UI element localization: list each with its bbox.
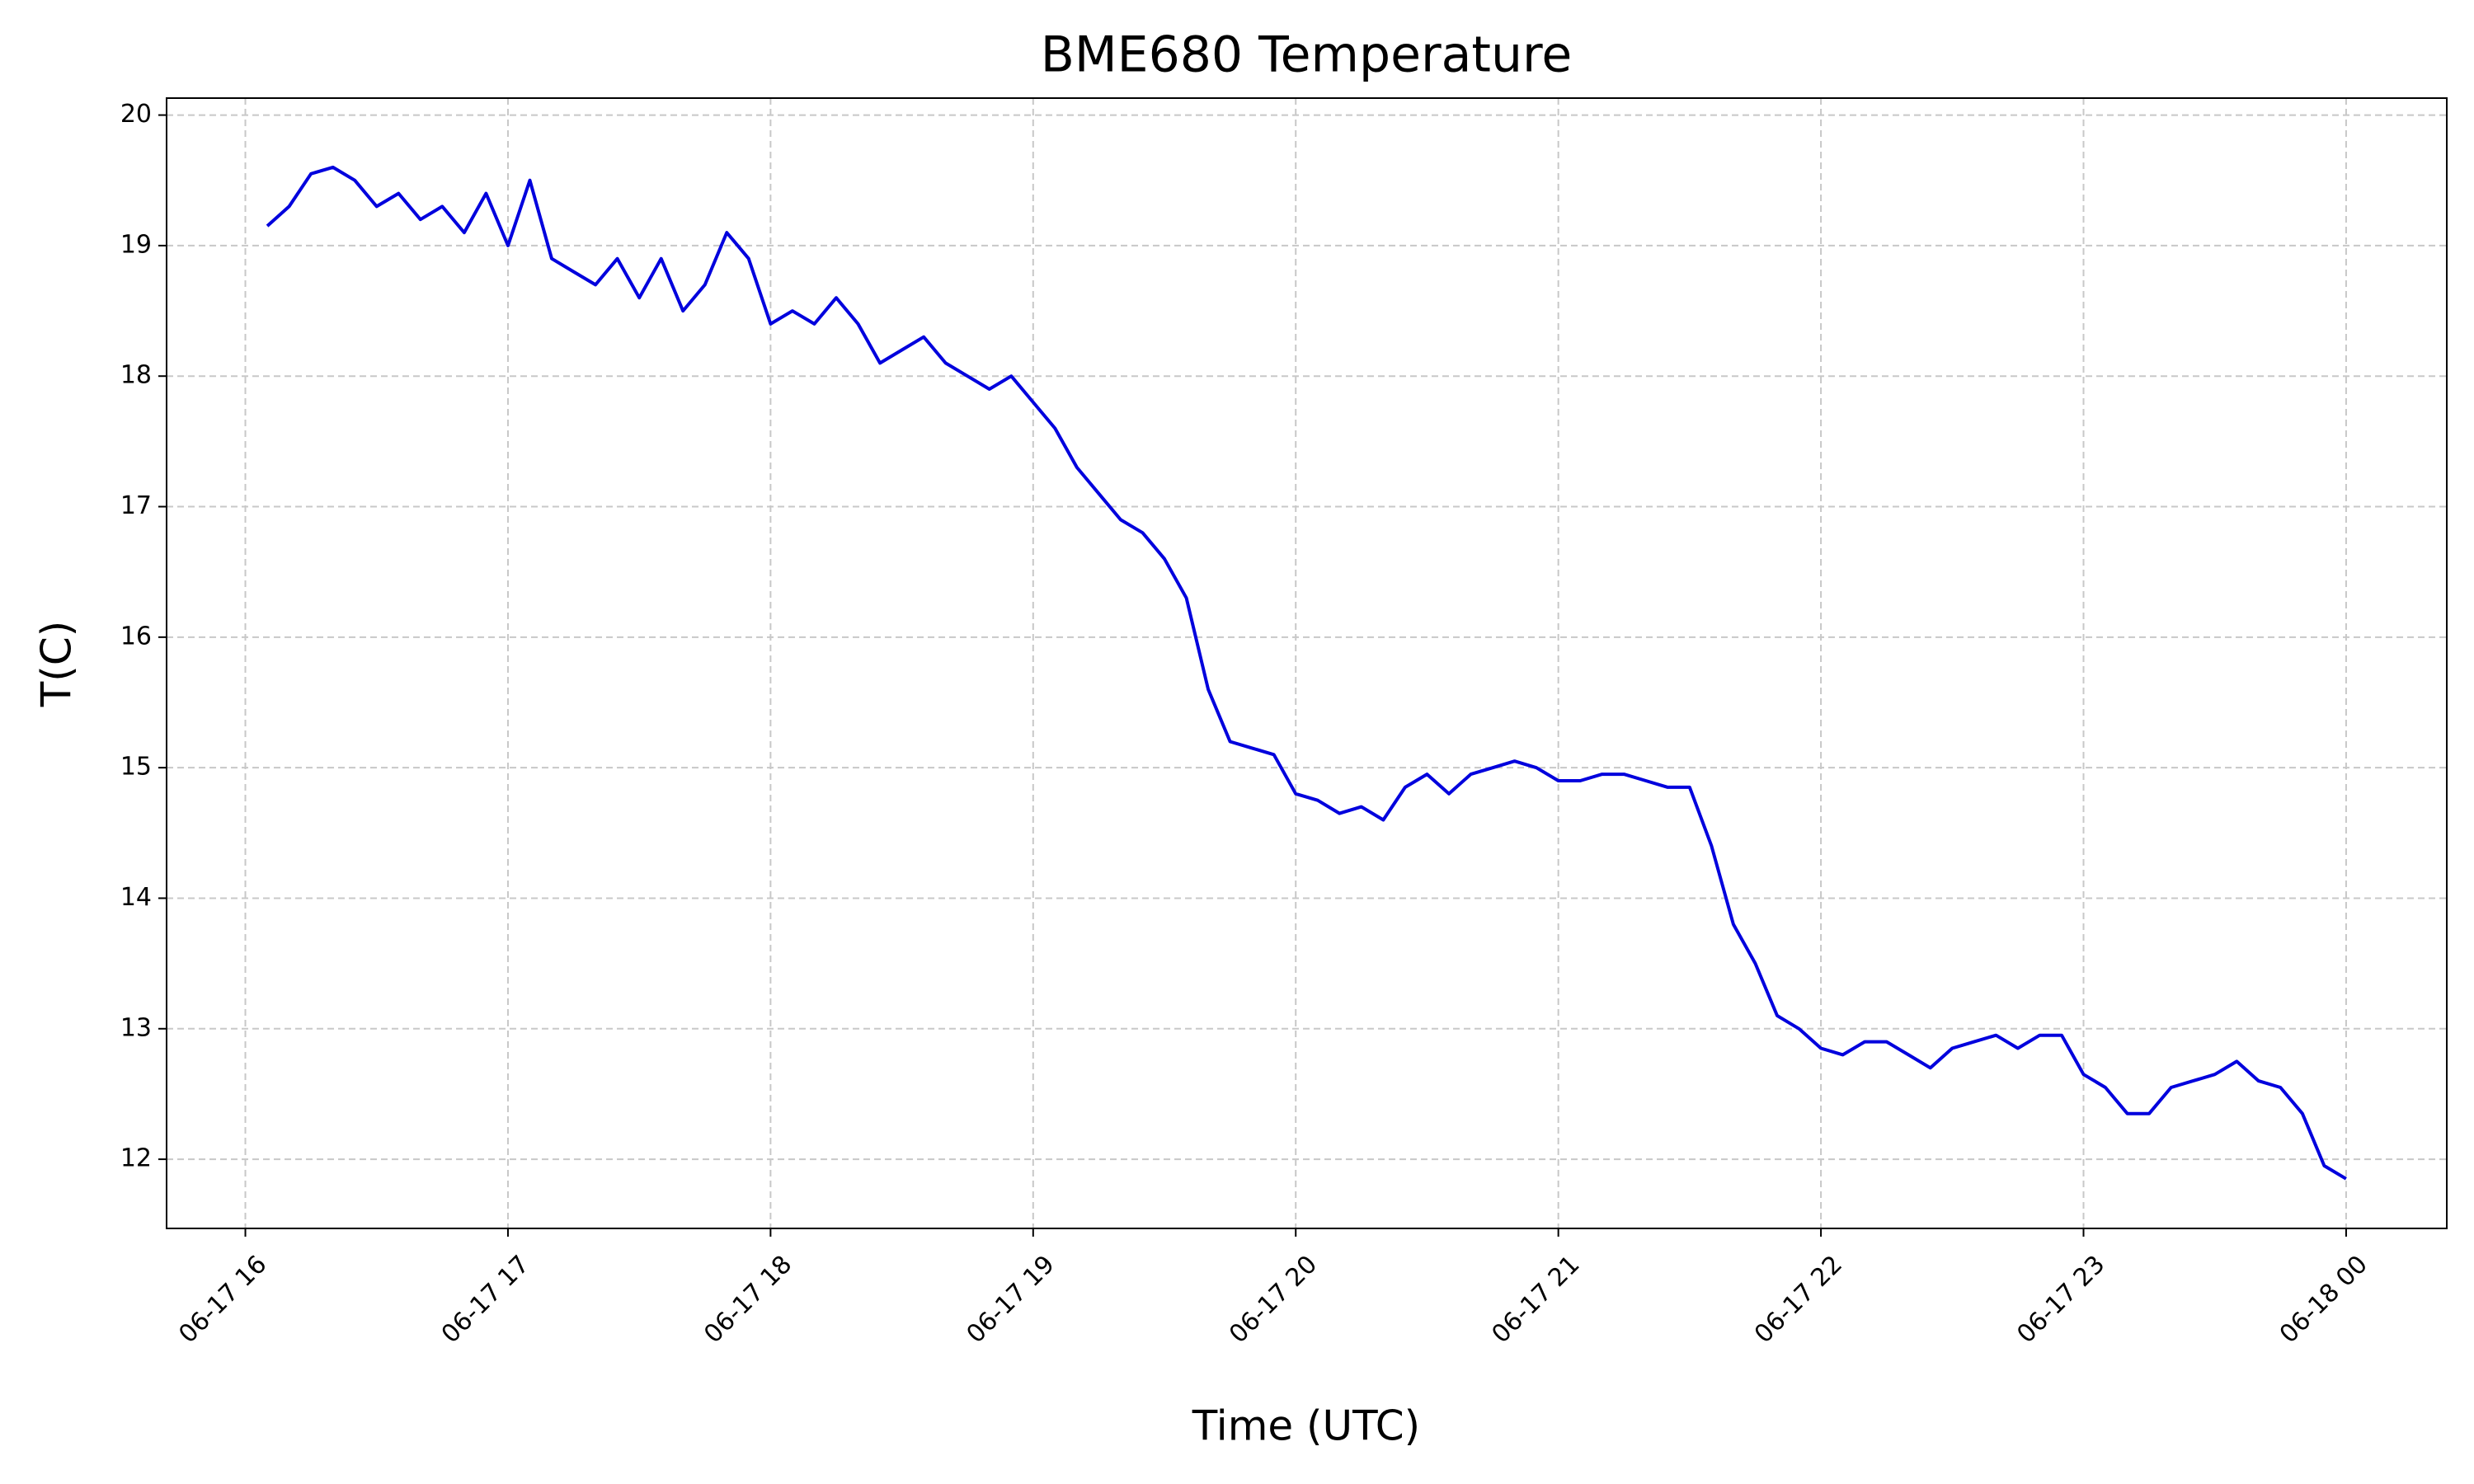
y-tick-label: 13 <box>120 1013 152 1042</box>
y-tick-label: 19 <box>120 230 152 259</box>
y-tick-label: 12 <box>120 1144 152 1173</box>
y-axis-label: T(C) <box>33 621 81 707</box>
y-tick-label: 15 <box>120 753 152 782</box>
line-series <box>266 165 2347 1181</box>
x-tick-label: 06-18 00 <box>2274 1250 2373 1349</box>
y-tick-label: 20 <box>120 100 152 129</box>
x-tick-label: 06-17 18 <box>698 1250 797 1349</box>
x-tick-label: 06-17 23 <box>2011 1250 2110 1349</box>
chart-title: BME680 Temperature <box>1041 26 1573 84</box>
x-tick-label: 06-17 20 <box>1224 1250 1323 1349</box>
y-tick-label: 16 <box>120 622 152 650</box>
y-tick-label: 17 <box>120 491 152 520</box>
x-tick-label: 06-17 22 <box>1749 1250 1848 1349</box>
x-tick-label: 06-17 16 <box>173 1250 272 1349</box>
x-tick-label: 06-17 21 <box>1486 1250 1585 1349</box>
x-tick-label: 06-17 17 <box>436 1250 535 1349</box>
x-axis-label: Time (UTC) <box>1192 1402 1420 1450</box>
x-tick-label: 06-17 19 <box>962 1250 1061 1349</box>
plot-frame <box>166 97 2448 1229</box>
y-tick-label: 14 <box>120 883 152 912</box>
y-tick-label: 18 <box>120 361 152 390</box>
